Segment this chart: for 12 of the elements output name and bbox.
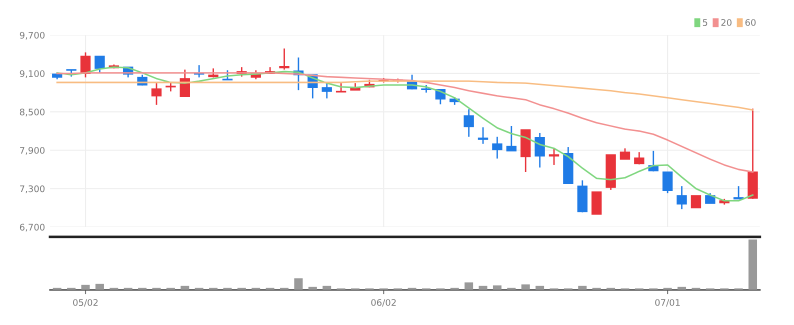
x-tick-label: 05/02	[73, 299, 98, 307]
x-tick-label: 07/01	[655, 299, 680, 307]
y-tick-label: 6,700	[20, 224, 45, 232]
x-tick-label: 06/02	[371, 299, 396, 307]
y-tick-label: 7,900	[20, 146, 45, 155]
y-tick-label: 9,100	[20, 70, 45, 78]
y-tick-label: 9,700	[20, 32, 45, 40]
y-tick-label: 7,300	[20, 185, 45, 194]
legend-label: 20	[721, 19, 732, 26]
y-tick-label: 8,500	[20, 108, 45, 116]
legend-label: 5	[702, 19, 708, 26]
legend-label: 60	[745, 19, 756, 26]
